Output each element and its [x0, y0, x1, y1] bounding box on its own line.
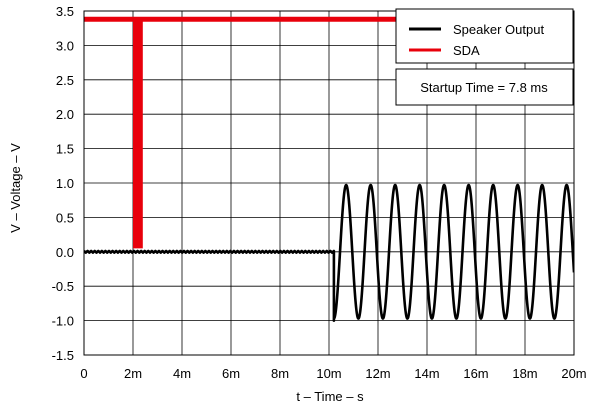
x-axis-label: t – Time – s	[296, 389, 364, 404]
x-tick-label-3: 6m	[222, 366, 240, 381]
x-tick-label-0: 0	[80, 366, 87, 381]
x-tick-label-5: 10m	[316, 366, 341, 381]
y-tick-label-10: -1.5	[52, 348, 74, 363]
y-tick-label-6: 0.5	[56, 210, 74, 225]
x-tick-label-9: 18m	[512, 366, 537, 381]
x-tick-label-8: 16m	[463, 366, 488, 381]
legend-label-sda: SDA	[453, 43, 480, 58]
x-tick-label-6: 12m	[365, 366, 390, 381]
annotation-box	[395, 68, 574, 106]
x-tick-label-7: 14m	[414, 366, 439, 381]
y-tick-label-7: 0.0	[56, 245, 74, 260]
y-tick-label-3: 2.0	[56, 107, 74, 122]
y-tick-label-4: 1.5	[56, 142, 74, 157]
plot-frame	[83, 10, 575, 356]
y-tick-labels: 3.5 3.0 2.5 2.0 1.5 1.0 0.5 0.0 -0.5 -1.0 -1.5	[52, 4, 74, 363]
y-tick-label-1: 3.0	[56, 38, 74, 53]
startup-time-annotation: Startup Time = 7.8 ms	[395, 68, 574, 106]
sda-burst	[133, 19, 143, 249]
y-axis-label: V – Voltage – V	[8, 143, 23, 233]
legend-label-speaker-output: Speaker Output	[453, 22, 544, 37]
x-tick-label-10: 20m	[561, 366, 586, 381]
x-tick-label-4: 8m	[271, 366, 289, 381]
x-tick-labels: 0 2m 4m 6m 8m 10m 12m 14m 16m 18m 20m	[80, 366, 586, 381]
legend-box	[395, 8, 574, 64]
series-speaker-output	[84, 183, 574, 322]
legend: Speaker Output SDA	[395, 8, 574, 64]
x-tick-label-2: 4m	[173, 366, 191, 381]
y-tick-label-9: -1.0	[52, 314, 74, 329]
x-tick-label-1: 2m	[124, 366, 142, 381]
y-tick-label-0: 3.5	[56, 4, 74, 19]
y-tick-label-5: 1.0	[56, 176, 74, 191]
annotation-text: Startup Time = 7.8 ms	[420, 80, 548, 95]
y-tick-label-2: 2.5	[56, 73, 74, 88]
y-tick-label-8: -0.5	[52, 279, 74, 294]
